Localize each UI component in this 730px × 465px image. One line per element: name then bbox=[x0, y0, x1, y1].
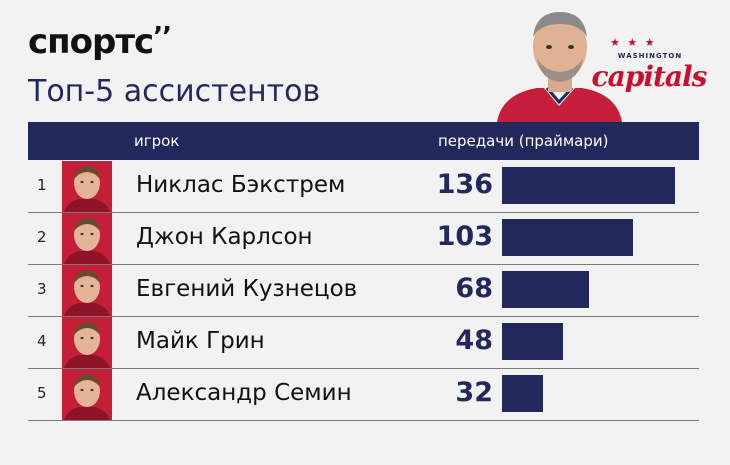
bar bbox=[502, 323, 563, 360]
brand-name: спортс bbox=[28, 22, 154, 62]
rank-label: 1 bbox=[37, 176, 47, 194]
data-label: 32 bbox=[455, 377, 493, 408]
player-name: Джон Карлсон bbox=[136, 224, 313, 250]
player-avatar bbox=[62, 213, 112, 264]
brand-logo: спортс’’ bbox=[28, 22, 172, 62]
rank-label: 2 bbox=[37, 228, 47, 246]
bar bbox=[502, 271, 589, 308]
player-name: Александр Семин bbox=[136, 380, 352, 406]
data-label: 68 bbox=[455, 273, 493, 304]
logo-city: WASHINGTON bbox=[617, 52, 683, 60]
table-row: 2 Джон Карлсон 103 bbox=[28, 212, 699, 265]
data-label: 48 bbox=[455, 325, 493, 356]
table-row: 1 Никлас Бэкстрем 136 bbox=[28, 160, 699, 213]
brand-mark: ’’ bbox=[153, 22, 172, 52]
bar bbox=[502, 167, 675, 204]
player-name: Никлас Бэкстрем bbox=[136, 172, 346, 198]
data-label: 136 bbox=[436, 169, 493, 200]
logo-team: capitals bbox=[591, 60, 708, 93]
player-photo bbox=[497, 12, 622, 122]
header-passes: передачи (праймари) bbox=[438, 132, 609, 150]
player-name: Евгений Кузнецов bbox=[136, 276, 358, 302]
bar bbox=[502, 375, 543, 412]
chart-title: Топ-5 ассистентов bbox=[28, 74, 321, 109]
header-player: игрок bbox=[134, 132, 180, 150]
player-avatar bbox=[62, 161, 112, 212]
logo-stars: ★ ★ ★ bbox=[610, 36, 657, 49]
player-avatar bbox=[62, 369, 112, 420]
table-row: 5 Александр Семин 32 bbox=[28, 368, 699, 421]
player-avatar bbox=[62, 265, 112, 316]
data-label: 103 bbox=[436, 221, 493, 252]
player-name: Майк Грин bbox=[136, 328, 265, 354]
table-row: 4 Майк Грин 48 bbox=[28, 316, 699, 369]
bar bbox=[502, 219, 633, 256]
capitals-logo: ★ ★ ★ WASHINGTON capitals bbox=[590, 30, 708, 110]
player-avatar bbox=[62, 317, 112, 368]
rank-label: 5 bbox=[37, 384, 47, 402]
table-header: игрок передачи (праймари) bbox=[28, 122, 699, 160]
table-row: 3 Евгений Кузнецов 68 bbox=[28, 264, 699, 317]
rank-label: 4 bbox=[37, 332, 47, 350]
rank-label: 3 bbox=[37, 280, 47, 298]
